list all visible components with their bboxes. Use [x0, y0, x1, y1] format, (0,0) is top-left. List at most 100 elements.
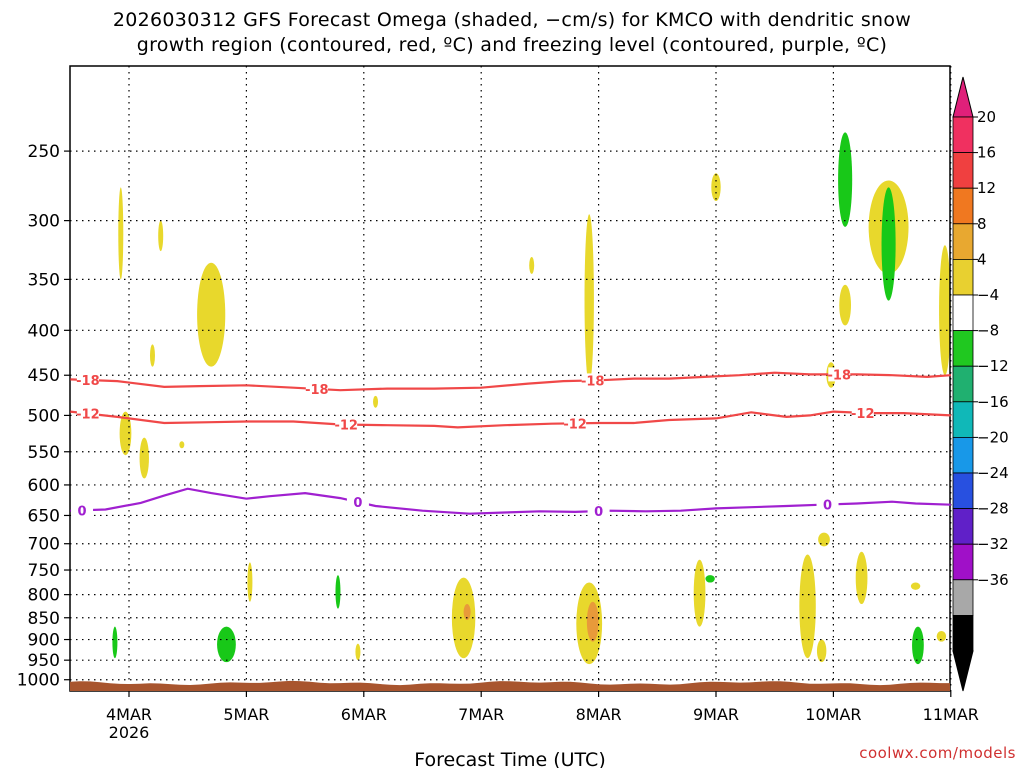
colorbar-swatch-11 — [952, 508, 974, 545]
omega-yellow-4 — [149, 344, 155, 367]
contour-freezing-level-0 — [70, 487, 951, 515]
y-tick-label-500: 500 — [28, 406, 60, 426]
x-axis-label: Forecast Time (UTC) — [414, 749, 605, 768]
omega-yellow-26 — [693, 559, 706, 627]
x-tick-label-11MAR: 11MAR — [923, 705, 979, 724]
omega-yellow-24 — [451, 577, 476, 659]
y-tick-label-900: 900 — [28, 631, 60, 651]
contour-label-bg — [76, 373, 99, 388]
colorbar-swatch-4 — [952, 258, 974, 296]
contour-label-bg — [587, 504, 610, 519]
x-year-label: 2026 — [109, 723, 150, 742]
colorbar-swatch-9 — [952, 436, 974, 474]
colorbar-swatch-3 — [952, 223, 974, 260]
contour-label-freezing-level-0-3: 0 — [823, 499, 832, 514]
y-tick-label-1000: 1000 — [17, 671, 60, 691]
ground-surface — [70, 680, 950, 691]
colorbar-swatch-12 — [952, 543, 974, 581]
omega-shading-layer — [112, 132, 951, 665]
colorbar-label-6: −8 — [977, 322, 999, 340]
contour-dgz-minus-12 — [70, 410, 951, 429]
colorbar-label-10: −24 — [977, 464, 1009, 482]
colorbar-label-3: 8 — [977, 215, 987, 233]
contour-layer: -18 -18 -18 -18 -12 -12 -12 -12 0 0 0 0 — [70, 367, 951, 520]
colorbar-swatch-6 — [952, 330, 974, 367]
contour-label-freezing-level-0-0: 0 — [78, 504, 87, 519]
omega-orange-2 — [586, 601, 599, 642]
omega-yellow-22 — [910, 582, 921, 590]
contour-label-bg — [71, 503, 94, 518]
colorbar-bottom-triangle — [952, 650, 974, 692]
x-axis: 4MAR 5MAR 6MAR 7MAR 8MAR 9MAR 10MAR 11MAR 2026 — [106, 691, 979, 742]
y-tick-label-250: 250 — [28, 142, 60, 162]
colorbar-label-2: 12 — [977, 179, 996, 197]
omega-yellow-17 — [839, 284, 852, 326]
y-tick-label-550: 550 — [28, 443, 60, 463]
contour-label-bg — [305, 381, 328, 396]
colorbar-label-11: −28 — [977, 500, 1009, 518]
contour-label-dgz-minus-18-3: -18 — [828, 368, 852, 383]
plot-frame — [69, 65, 951, 692]
y-tick-label-700: 700 — [28, 535, 60, 555]
contour-label-dgz-minus-18-1: -18 — [305, 383, 329, 398]
y-tick-label-350: 350 — [28, 270, 60, 290]
y-tick-label-800: 800 — [28, 586, 60, 606]
x-tick-label-6MAR: 6MAR — [341, 705, 387, 724]
grid-layer — [70, 66, 952, 691]
omega-yellow-10 — [355, 643, 361, 661]
colorbar-swatch-0 — [952, 116, 974, 153]
omega-yellow-6 — [139, 437, 149, 479]
colorbar-label-0: 20 — [977, 108, 996, 126]
colorbar-swatch-10 — [952, 472, 974, 509]
omega-yellow-16 — [818, 532, 830, 547]
contour-dgz-minus-18 — [70, 371, 951, 392]
y-tick-label-750: 750 — [28, 561, 60, 581]
ground-layer — [70, 680, 950, 691]
omega-yellow-8 — [247, 562, 253, 602]
contour-label-bg — [581, 373, 604, 388]
colorbar-label-9: −20 — [977, 428, 1009, 446]
contour-label-bg — [564, 416, 587, 431]
colorbar-swatch-7 — [952, 365, 974, 403]
omega-orange-1 — [463, 604, 471, 620]
omega-yellow-21 — [855, 551, 868, 605]
colorbar-label-5: −4 — [977, 286, 999, 304]
contour-label-dgz-minus-18-0: -18 — [76, 374, 100, 389]
chart-title-line-2: growth region (contoured, red, ºC) and f… — [136, 34, 888, 56]
colorbar-label-4: 4 — [977, 250, 987, 268]
y-tick-label-950: 950 — [28, 651, 60, 671]
contour-label-bg — [828, 367, 851, 382]
omega-yellow-2 — [158, 220, 164, 252]
omega-green-3 — [335, 575, 341, 609]
omega-yellow-3 — [197, 262, 226, 367]
colorbar-swatch-2 — [952, 187, 974, 225]
contour-label-bg — [816, 497, 839, 512]
y-tick-label-450: 450 — [28, 366, 60, 386]
omega-yellow-23 — [936, 630, 947, 642]
colorbar: 20 16 12 8 4 −4 −8 −12 −16 −20 −24 −28 −32 −36 — [952, 76, 1009, 692]
contour-label-bg — [346, 495, 369, 510]
colorbar-top-triangle — [952, 76, 974, 118]
contour-label-bg — [76, 406, 99, 421]
y-tick-label-850: 850 — [28, 609, 60, 629]
colorbar-swatch-14 — [952, 615, 974, 652]
omega-yellow-9 — [373, 395, 379, 408]
x-tick-label-9MAR: 9MAR — [693, 705, 739, 724]
omega-yellow-20 — [939, 245, 951, 376]
contour-label-freezing-level-0-2: 0 — [594, 505, 603, 520]
x-tick-label-5MAR: 5MAR — [223, 705, 269, 724]
contour-label-dgz-minus-18-2: -18 — [581, 374, 605, 389]
y-tick-label-600: 600 — [28, 476, 60, 496]
x-tick-label-8MAR: 8MAR — [576, 705, 622, 724]
x-tick-label-7MAR: 7MAR — [458, 705, 504, 724]
colorbar-swatch-5 — [952, 294, 974, 331]
contour-label-dgz-minus-12-0: -12 — [76, 408, 100, 423]
colorbar-label-13: −36 — [977, 571, 1009, 589]
y-tick-label-650: 650 — [28, 506, 60, 526]
colorbar-label-8: −16 — [977, 393, 1009, 411]
contour-label-dgz-minus-12-3: -12 — [851, 407, 875, 422]
omega-green-4 — [705, 575, 715, 583]
x-tick-label-4MAR: 4MAR — [106, 705, 152, 724]
contour-label-dgz-minus-12-1: -12 — [334, 419, 358, 434]
omega-green-5 — [838, 132, 853, 227]
